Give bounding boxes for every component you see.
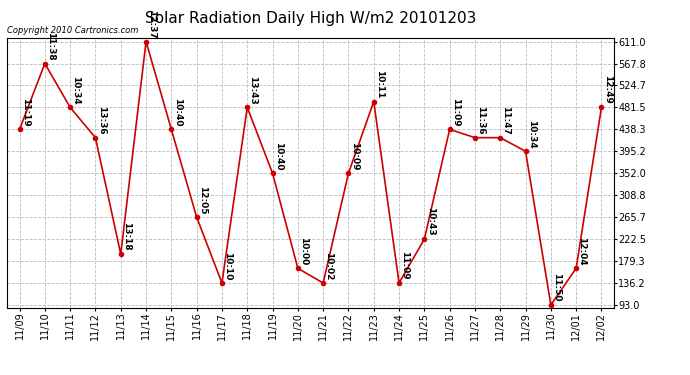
- Text: 11:19: 11:19: [21, 98, 30, 126]
- Text: 13:18: 13:18: [122, 222, 131, 251]
- Text: 12:05: 12:05: [198, 186, 207, 214]
- Text: 10:40: 10:40: [274, 142, 283, 170]
- Text: 11:09: 11:09: [400, 251, 409, 280]
- Text: 10:40: 10:40: [172, 98, 181, 126]
- Text: 10:34: 10:34: [527, 120, 536, 148]
- Text: 12:37: 12:37: [148, 10, 157, 39]
- Text: 10:11: 10:11: [375, 70, 384, 99]
- Text: 11:47: 11:47: [502, 106, 511, 135]
- Text: 10:34: 10:34: [72, 76, 81, 104]
- Text: 11:50: 11:50: [552, 273, 561, 302]
- Text: 11:38: 11:38: [46, 32, 55, 60]
- Text: Solar Radiation Daily High W/m2 20101203: Solar Radiation Daily High W/m2 20101203: [145, 11, 476, 26]
- Text: Copyright 2010 Cartronics.com: Copyright 2010 Cartronics.com: [7, 26, 138, 35]
- Text: 12:04: 12:04: [578, 237, 586, 265]
- Text: 10:09: 10:09: [350, 142, 359, 170]
- Text: 10:10: 10:10: [224, 252, 233, 280]
- Text: 11:36: 11:36: [476, 106, 485, 135]
- Text: 13:36: 13:36: [97, 106, 106, 135]
- Text: 12:49: 12:49: [603, 75, 612, 104]
- Text: 10:02: 10:02: [324, 252, 333, 280]
- Text: 11:09: 11:09: [451, 98, 460, 126]
- Text: 10:43: 10:43: [426, 207, 435, 236]
- Text: 13:43: 13:43: [248, 76, 257, 104]
- Text: 10:00: 10:00: [299, 237, 308, 265]
